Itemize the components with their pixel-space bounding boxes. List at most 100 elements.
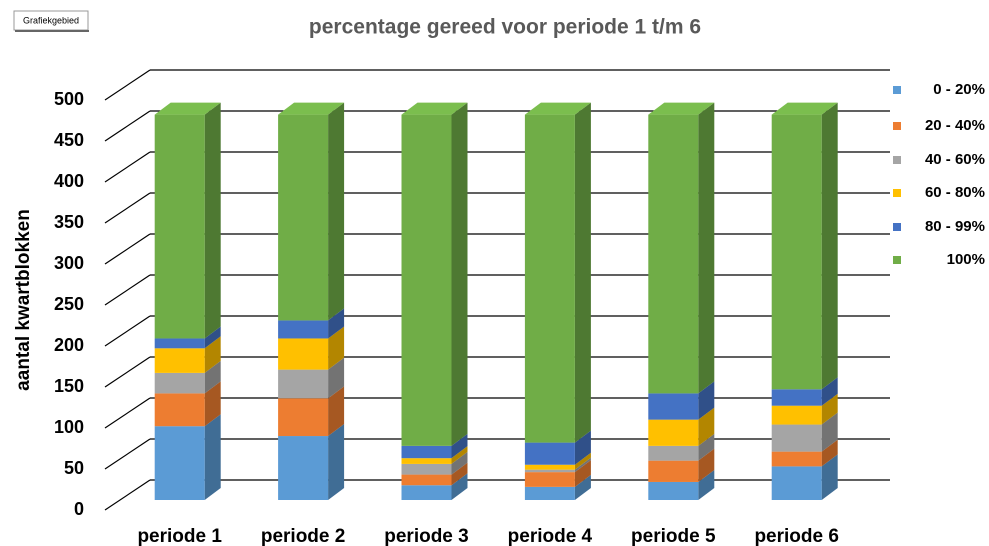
bar-front [278, 320, 329, 339]
bar-segment [771, 377, 838, 406]
bar-front [648, 460, 699, 482]
grid-line [104, 151, 151, 183]
grid-line [104, 192, 151, 224]
bar-side [204, 381, 221, 427]
bar-side [821, 412, 838, 452]
bar-side [698, 469, 715, 500]
legend-label: 100% [947, 251, 985, 268]
y-axis-label: aantal kwartblokken [13, 209, 34, 391]
bar-front [154, 393, 205, 427]
bar-segment [401, 451, 468, 475]
bar-top [401, 102, 468, 115]
bar-segment [771, 439, 838, 467]
bar-front [524, 442, 575, 465]
bar-side [574, 452, 591, 470]
grid-line [104, 356, 151, 388]
bar-front [401, 474, 452, 486]
bar-side [698, 381, 715, 420]
bar-side [328, 102, 345, 321]
bar-segment [401, 473, 468, 500]
bar-side [328, 326, 345, 370]
bar-segment [278, 326, 345, 370]
bar-front [648, 393, 699, 420]
bar-segment [524, 452, 591, 470]
grid-line [104, 110, 151, 142]
y-tick-label: 450 [54, 130, 84, 150]
legend-label: 40 - 60% [925, 151, 985, 168]
bar-segment [648, 381, 715, 420]
bar-segment [524, 474, 591, 500]
y-tick-label: 300 [54, 253, 84, 273]
legend-swatch [893, 189, 901, 197]
bar-side [328, 386, 345, 437]
bar-front [648, 445, 699, 461]
y-tick-label: 150 [54, 376, 84, 396]
bar-side [574, 474, 591, 500]
bar-side [574, 430, 591, 465]
legend-label: 80 - 99% [925, 218, 985, 235]
bar-side [451, 462, 468, 486]
bar-top [771, 102, 838, 115]
bar-front [154, 348, 205, 373]
legend-swatch [893, 122, 901, 130]
bar-segment [278, 424, 345, 500]
bar-segment [771, 412, 838, 452]
bar-front [278, 369, 329, 399]
bar-segment [401, 446, 468, 464]
bar-front [401, 485, 452, 500]
y-tick-label: 500 [54, 89, 84, 109]
bar-segment [154, 381, 221, 427]
bar-side [204, 414, 221, 500]
bar-side [698, 102, 715, 394]
x-tick-label: periode 2 [261, 526, 345, 546]
bar-front [771, 466, 822, 500]
bar-side [698, 433, 715, 461]
x-tick-label: periode 3 [384, 526, 468, 546]
x-tick-label: periode 6 [754, 526, 838, 546]
y-tick-label: 200 [54, 335, 84, 355]
bar-side [574, 102, 591, 443]
x-tick-label: periode 1 [137, 526, 222, 546]
bar-segment [278, 386, 345, 437]
chart-title: percentage gereed voor periode 1 t/m 6 [309, 16, 701, 39]
bar-front [401, 445, 452, 459]
bar-front [771, 405, 822, 425]
y-tick-label: 400 [54, 171, 84, 191]
bar-front [648, 481, 699, 500]
grid-line [104, 315, 151, 347]
y-tick-label: 50 [64, 458, 84, 478]
bar-front [154, 426, 205, 500]
bar-segment [154, 326, 221, 349]
bar-segment [771, 393, 838, 425]
bar-segment [648, 448, 715, 482]
bar-front [278, 114, 329, 321]
bar-side [328, 424, 345, 500]
legend-label: 0 - 20% [933, 81, 985, 98]
bar-front [401, 114, 452, 446]
y-tick-label: 100 [54, 417, 84, 437]
bar-side [821, 439, 838, 467]
grid-line [104, 233, 151, 265]
bar-front [278, 398, 329, 437]
bar-front [771, 114, 822, 390]
bar-side [204, 326, 221, 349]
bar-front [648, 114, 699, 394]
bar-segment [154, 360, 221, 394]
bar-front [648, 419, 699, 446]
legend-swatch [893, 223, 901, 231]
bar-side [451, 102, 468, 446]
bar-side [451, 433, 468, 459]
bar-front [771, 389, 822, 406]
bar-segment [278, 308, 345, 339]
bar-side [821, 454, 838, 500]
bar-top [648, 102, 715, 115]
bar-segment [524, 430, 591, 465]
bar-side [451, 451, 468, 475]
grid-line [104, 479, 151, 511]
bar-segment [524, 460, 591, 487]
bar-front [524, 472, 575, 487]
bar-segment [648, 469, 715, 500]
bar-side [328, 357, 345, 399]
bar-front [278, 436, 329, 500]
